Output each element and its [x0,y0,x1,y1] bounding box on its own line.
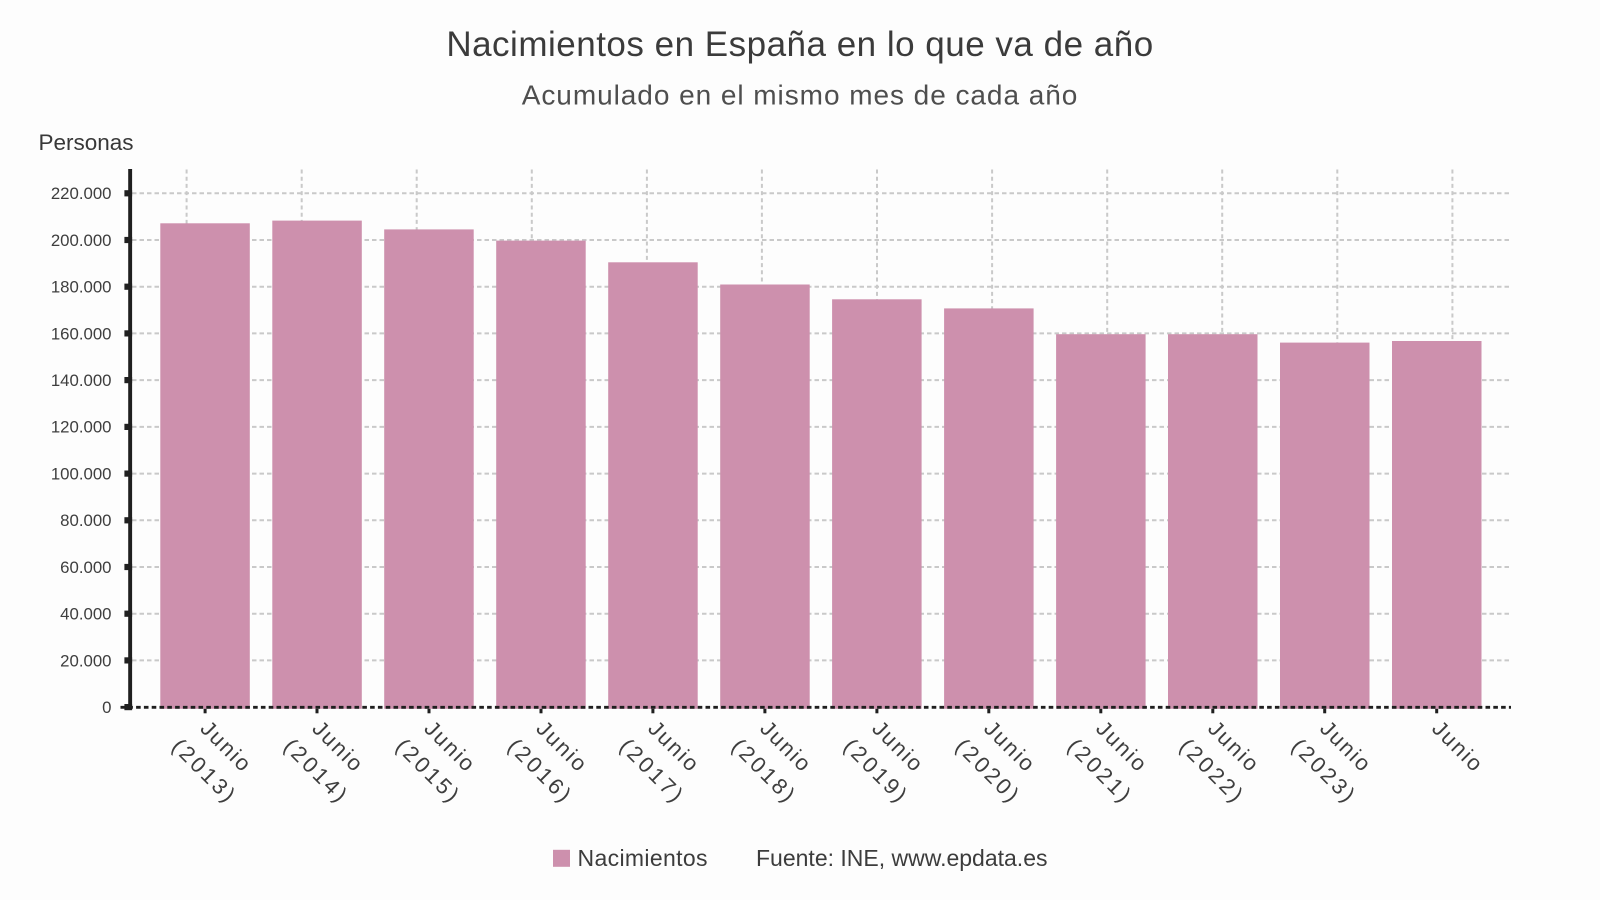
svg-text:20.000: 20.000 [60,651,111,670]
svg-text:40.000: 40.000 [60,605,111,624]
svg-text:200.000: 200.000 [51,231,112,250]
svg-text:220.000: 220.000 [51,184,112,203]
svg-text:140.000: 140.000 [51,371,112,390]
svg-text:60.000: 60.000 [60,558,111,577]
svg-text:Personas: Personas [39,130,134,155]
svg-text:Nacimientos en España en lo qu: Nacimientos en España en lo que va de añ… [446,25,1153,64]
svg-text:Fuente: INE, www.epdata.es: Fuente: INE, www.epdata.es [756,845,1048,871]
svg-text:100.000: 100.000 [51,464,112,483]
svg-text:180.000: 180.000 [51,278,112,297]
svg-text:120.000: 120.000 [51,418,112,437]
svg-text:Acumulado en el mismo mes de c: Acumulado en el mismo mes de cada año [522,80,1079,111]
svg-text:80.000: 80.000 [60,511,111,530]
svg-text:Nacimientos: Nacimientos [578,845,708,871]
svg-text:0: 0 [102,698,111,717]
svg-text:160.000: 160.000 [51,324,112,343]
